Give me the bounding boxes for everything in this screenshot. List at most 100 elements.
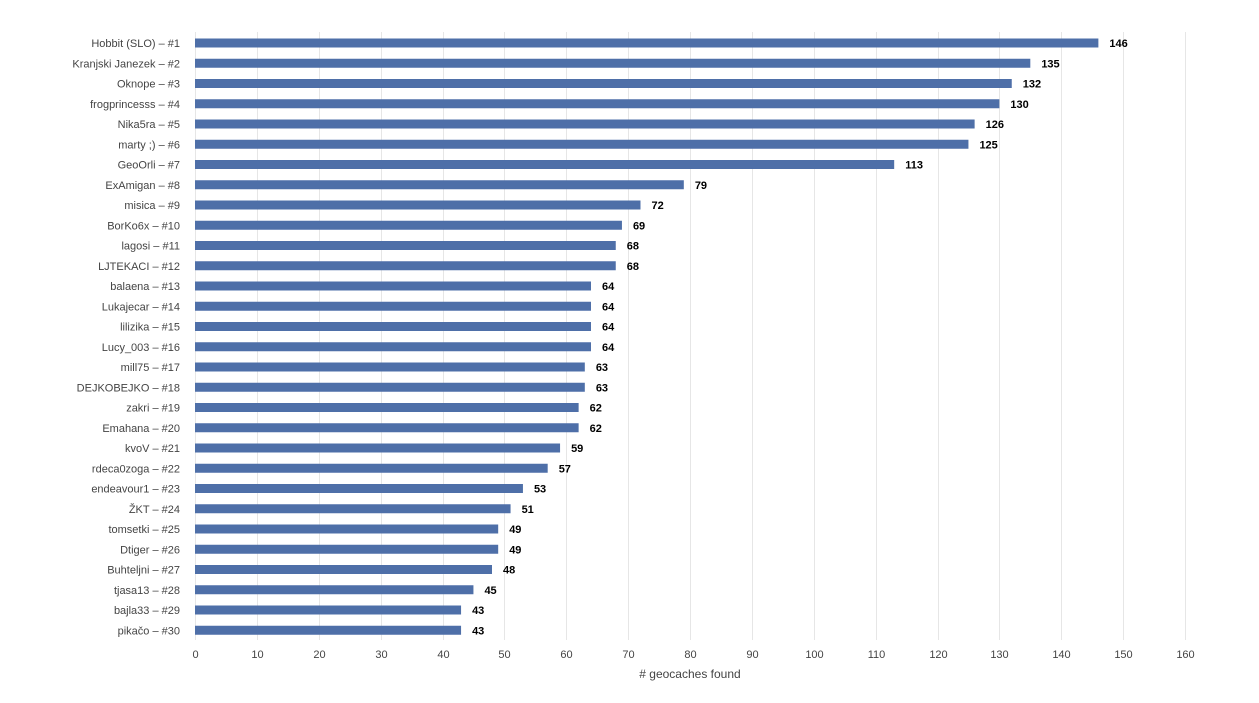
- x-tick-label: 100: [805, 649, 823, 661]
- value-label: 64: [602, 301, 615, 313]
- x-tick-label: 20: [313, 649, 325, 661]
- category-label: lagosi – #11: [121, 241, 180, 253]
- category-label: Emahana – #20: [102, 423, 180, 435]
- bar[interactable]: [195, 605, 462, 615]
- bar[interactable]: [195, 301, 591, 311]
- category-label: misica – #9: [124, 200, 180, 212]
- value-label: 64: [602, 322, 615, 334]
- category-label: mill75 – #17: [121, 362, 180, 374]
- category-label: LJTEKACI – #12: [98, 261, 180, 273]
- bar[interactable]: [195, 443, 561, 453]
- value-label: 69: [633, 220, 645, 232]
- category-label: frogprincesss – #4: [90, 99, 180, 111]
- bar[interactable]: [195, 585, 474, 595]
- bar[interactable]: [195, 322, 591, 331]
- x-tick-label: 140: [1052, 649, 1070, 661]
- category-label: Dtiger – #26: [120, 544, 180, 556]
- x-tick-label: 150: [1114, 649, 1132, 661]
- bar[interactable]: [195, 261, 616, 271]
- value-label: 130: [1010, 99, 1028, 111]
- bar[interactable]: [195, 463, 548, 473]
- bar[interactable]: [195, 423, 579, 433]
- bar[interactable]: [195, 625, 462, 635]
- bar[interactable]: [195, 362, 585, 372]
- category-label: Lukajecar – #14: [102, 301, 180, 313]
- bar[interactable]: [195, 160, 895, 169]
- value-label: 132: [1023, 79, 1041, 91]
- value-label: 64: [602, 342, 615, 354]
- category-label: endeavour1 – #23: [91, 484, 180, 496]
- category-label: kvoV – #21: [125, 443, 180, 455]
- value-label: 146: [1109, 38, 1127, 50]
- bar[interactable]: [195, 79, 1012, 88]
- value-label: 113: [905, 160, 923, 172]
- category-label: ŽKT – #24: [129, 503, 180, 516]
- bar[interactable]: [195, 38, 1099, 48]
- bar[interactable]: [195, 241, 616, 250]
- value-label: 68: [627, 241, 639, 253]
- category-label: rdeca0zoga – #22: [92, 463, 180, 475]
- bar[interactable]: [195, 119, 975, 129]
- bar[interactable]: [195, 220, 622, 230]
- value-label: 51: [522, 504, 534, 516]
- bar[interactable]: [195, 139, 969, 149]
- x-tick-labels: 0 10 20 30 40 50 60 70 80 90 100 110 120 130 140 150 160: [192, 649, 1194, 661]
- x-tick-label: 130: [990, 649, 1008, 661]
- bar[interactable]: [195, 382, 585, 392]
- bar[interactable]: [195, 200, 641, 210]
- value-label: 43: [472, 605, 484, 617]
- value-label: 72: [652, 200, 664, 212]
- value-label: 57: [559, 463, 571, 475]
- bar[interactable]: [195, 565, 492, 574]
- value-label: 49: [509, 524, 521, 536]
- x-tick-label: 80: [684, 649, 696, 661]
- bar[interactable]: [195, 58, 1031, 68]
- value-label: 125: [979, 139, 997, 151]
- value-label: 59: [571, 443, 583, 455]
- category-labels: Hobbit (SLO) – #1 Kranjski Janezek – #2 Ok…: [72, 38, 180, 637]
- value-label: 68: [627, 261, 639, 273]
- x-tick-label: 10: [251, 649, 263, 661]
- category-label: BorKo6x – #10: [107, 220, 180, 232]
- bar[interactable]: [195, 281, 591, 291]
- category-label: ExAmigan – #8: [105, 180, 180, 192]
- category-label: Kranjski Janezek – #2: [72, 58, 180, 70]
- bar[interactable]: [195, 180, 684, 190]
- bar[interactable]: [195, 484, 523, 493]
- category-label: Lucy_003 – #16: [102, 342, 180, 354]
- value-label: 126: [986, 119, 1004, 131]
- value-label: 49: [509, 544, 521, 556]
- bar[interactable]: [195, 544, 499, 554]
- x-tick-label: 110: [868, 649, 886, 661]
- x-axis-title: # geocaches found: [639, 667, 740, 681]
- x-tick-label: 90: [746, 649, 758, 661]
- value-label: 62: [590, 403, 602, 415]
- category-label: pikačo – #30: [118, 625, 180, 637]
- bar[interactable]: [195, 99, 1000, 109]
- category-label: DEJKOBEJKO – #18: [77, 382, 180, 394]
- category-label: balaena – #13: [110, 281, 180, 293]
- x-tick-label: 40: [437, 649, 449, 661]
- value-label: 53: [534, 484, 546, 496]
- x-tick-label: 70: [622, 649, 634, 661]
- x-tick-label: 50: [498, 649, 510, 661]
- category-label: Hobbit (SLO) – #1: [91, 38, 180, 50]
- value-label: 79: [695, 180, 707, 192]
- category-label: bajla33 – #29: [114, 605, 180, 617]
- bar[interactable]: [195, 403, 579, 412]
- bar[interactable]: [195, 504, 511, 514]
- x-tick-label: 30: [375, 649, 387, 661]
- x-tick-label: 120: [929, 649, 947, 661]
- category-label: zakri – #19: [126, 403, 180, 415]
- category-label: marty ;) – #6: [118, 139, 180, 151]
- category-label: tomsetki – #25: [108, 524, 180, 536]
- x-tick-label: 60: [560, 649, 572, 661]
- bar[interactable]: [195, 524, 499, 534]
- grid-lines: [195, 32, 1186, 640]
- bar[interactable]: [195, 342, 591, 352]
- category-label: Buhteljni – #27: [107, 565, 180, 577]
- value-label: 48: [503, 565, 515, 577]
